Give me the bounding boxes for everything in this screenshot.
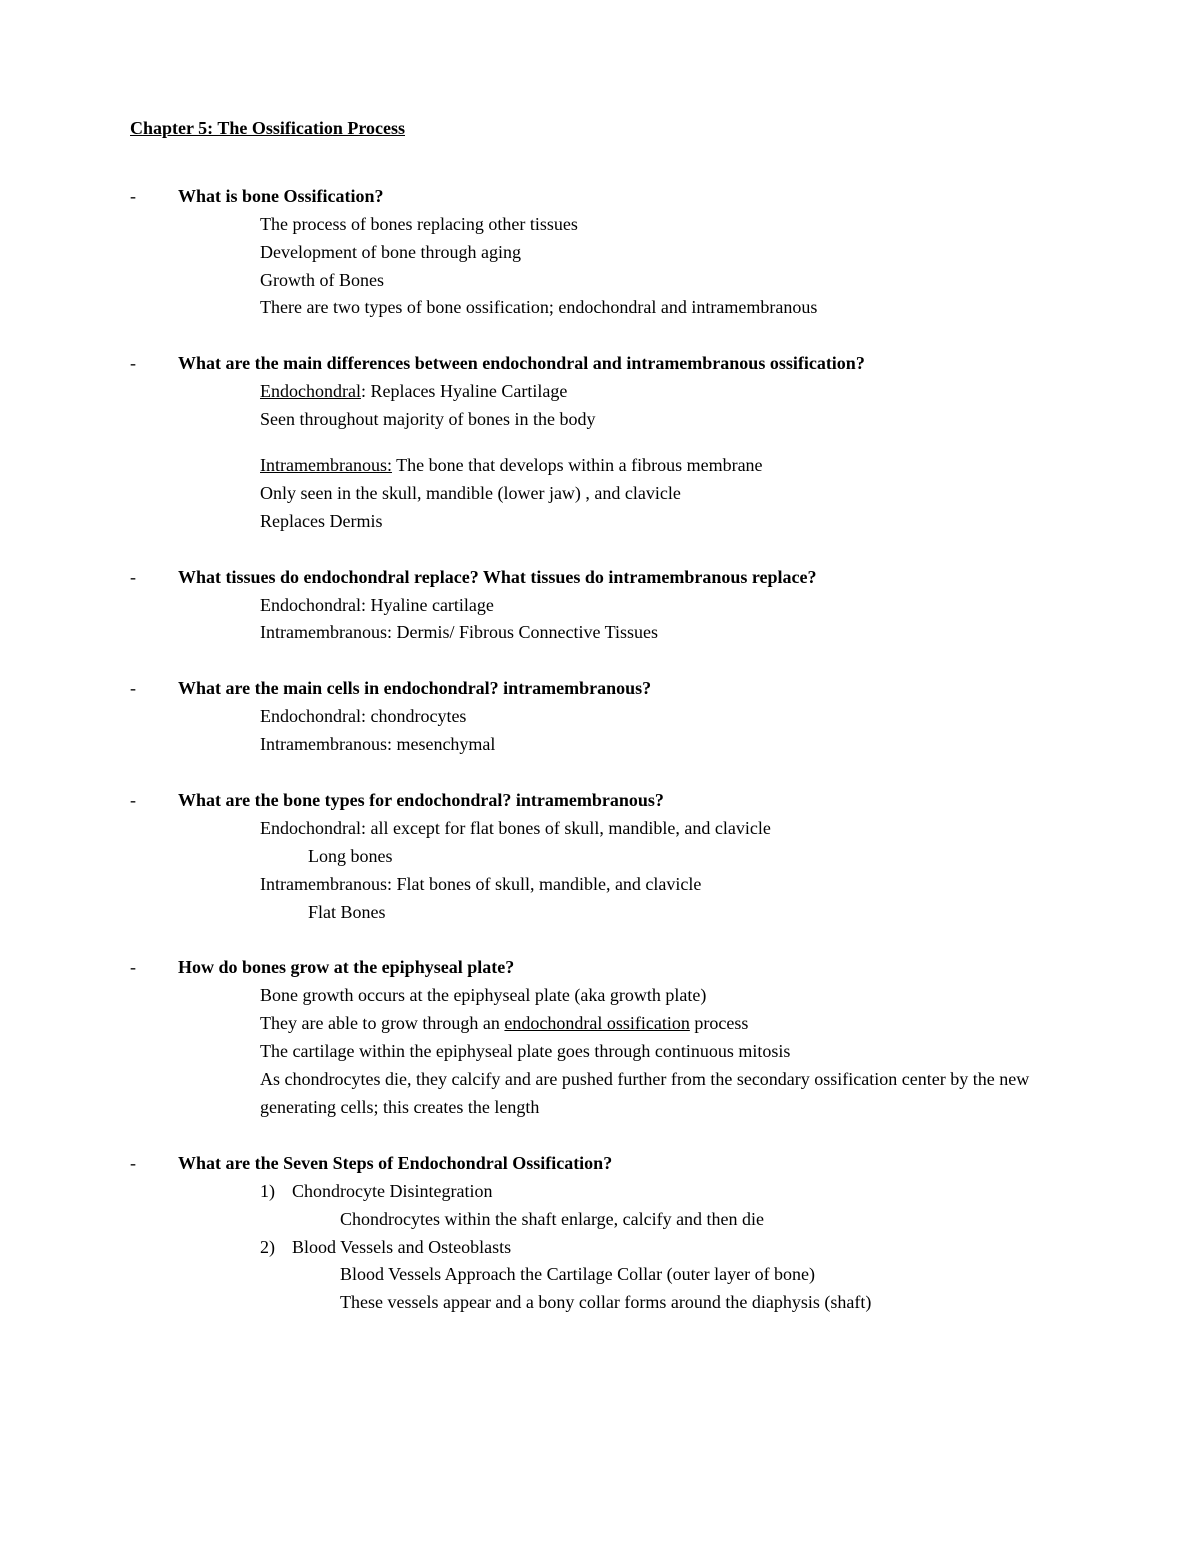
- section-ossification-definition: - What is bone Ossification? The process…: [130, 183, 1070, 322]
- step-detail: Blood Vessels Approach the Cartilage Col…: [340, 1261, 1070, 1289]
- question-text: What tissues do endochondral replace? Wh…: [178, 564, 817, 592]
- numbered-step: 2) Blood Vessels and Osteoblasts Blood V…: [260, 1234, 1070, 1318]
- answer-text: Only seen in the skull, mandible (lower …: [260, 480, 1070, 508]
- answer-text-rest: : Replaces Hyaline Cartilage: [361, 381, 567, 401]
- step-detail: These vessels appear and a bony collar f…: [340, 1289, 1070, 1317]
- bullet-dash: -: [130, 954, 178, 982]
- answer-text: Growth of Bones: [260, 267, 1070, 295]
- answer-text-sub: Flat Bones: [308, 899, 1070, 927]
- answer-text: Intramembranous: The bone that develops …: [260, 452, 1070, 480]
- question-text: How do bones grow at the epiphyseal plat…: [178, 954, 514, 982]
- underlined-term: endochondral ossification: [504, 1013, 689, 1033]
- bullet-dash: -: [130, 564, 178, 592]
- section-tissues-replaced: - What tissues do endochondral replace? …: [130, 564, 1070, 648]
- question-text: What are the bone types for endochondral…: [178, 787, 664, 815]
- answer-text: They are able to grow through an endocho…: [260, 1010, 1070, 1038]
- question-text: What is bone Ossification?: [178, 183, 384, 211]
- section-seven-steps: - What are the Seven Steps of Endochondr…: [130, 1150, 1070, 1317]
- section-differences: - What are the main differences between …: [130, 350, 1070, 535]
- answer-text: Intramembranous: Flat bones of skull, ma…: [260, 871, 1070, 899]
- step-title: Blood Vessels and Osteoblasts: [292, 1234, 1070, 1262]
- question-text: What are the main differences between en…: [178, 350, 865, 378]
- answer-text-rest: The bone that develops within a fibrous …: [392, 455, 763, 475]
- answer-text: Endochondral: Hyaline cartilage: [260, 592, 1070, 620]
- section-bone-types: - What are the bone types for endochondr…: [130, 787, 1070, 926]
- question-text: What are the main cells in endochondral?…: [178, 675, 651, 703]
- answer-text: Seen throughout majority of bones in the…: [260, 406, 1070, 434]
- answer-text: Replaces Dermis: [260, 508, 1070, 536]
- bullet-dash: -: [130, 675, 178, 703]
- numbered-step: 1) Chondrocyte Disintegration Chondrocyt…: [260, 1178, 1070, 1234]
- section-epiphyseal-plate: - How do bones grow at the epiphyseal pl…: [130, 954, 1070, 1121]
- bullet-dash: -: [130, 350, 178, 378]
- section-main-cells: - What are the main cells in endochondra…: [130, 675, 1070, 759]
- answer-text: Endochondral: Replaces Hyaline Cartilage: [260, 378, 1070, 406]
- answer-text: Endochondral: chondrocytes: [260, 703, 1070, 731]
- bullet-dash: -: [130, 787, 178, 815]
- answer-text: Intramembranous: mesenchymal: [260, 731, 1070, 759]
- step-title: Chondrocyte Disintegration: [292, 1178, 1070, 1206]
- question-text: What are the Seven Steps of Endochondral…: [178, 1150, 612, 1178]
- answer-text-post: process: [690, 1013, 748, 1033]
- answer-text: Development of bone through aging: [260, 239, 1070, 267]
- bullet-dash: -: [130, 183, 178, 211]
- bullet-dash: -: [130, 1150, 178, 1178]
- answer-text: Endochondral: all except for flat bones …: [260, 815, 1070, 843]
- answer-text: There are two types of bone ossification…: [260, 294, 1070, 322]
- answer-text: The cartilage within the epiphyseal plat…: [260, 1038, 1070, 1066]
- chapter-title: Chapter 5: The Ossification Process: [130, 115, 1070, 143]
- answer-text: As chondrocytes die, they calcify and ar…: [260, 1066, 1070, 1122]
- document-page: Chapter 5: The Ossification Process - Wh…: [0, 0, 1200, 1553]
- answer-text: The process of bones replacing other tis…: [260, 211, 1070, 239]
- answer-text: Intramembranous: Dermis/ Fibrous Connect…: [260, 619, 1070, 647]
- step-detail: Chondrocytes within the shaft enlarge, c…: [340, 1206, 1070, 1234]
- answer-text-sub: Long bones: [308, 843, 1070, 871]
- step-number: 2): [260, 1234, 292, 1262]
- answer-text-pre: They are able to grow through an: [260, 1013, 504, 1033]
- answer-text: Bone growth occurs at the epiphyseal pla…: [260, 982, 1070, 1010]
- underlined-label: Endochondral: [260, 381, 361, 401]
- underlined-label: Intramembranous:: [260, 455, 392, 475]
- step-number: 1): [260, 1178, 292, 1206]
